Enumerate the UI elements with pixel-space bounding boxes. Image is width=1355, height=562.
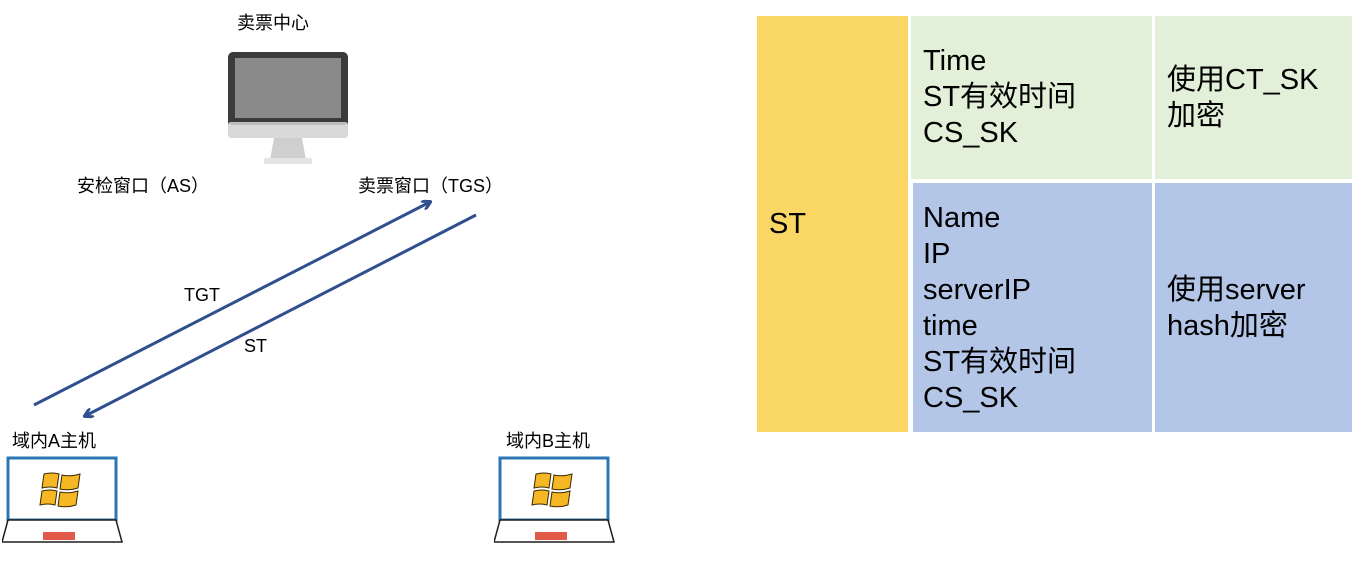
- windows-logo-icon: [531, 472, 573, 508]
- row2-fields-cell: Name IP serverIP time ST有效时间 CS_SK: [913, 183, 1152, 432]
- laptop-b-icon: [494, 456, 615, 543]
- tgs-window-label: 卖票窗口（TGS）: [358, 176, 504, 196]
- host-a-label: 域内A主机: [12, 431, 97, 451]
- field-item: CS_SK: [923, 382, 1019, 414]
- field-item: IP: [923, 238, 951, 270]
- field-item: serverIP: [923, 274, 1031, 306]
- tgt-arrow: [33, 202, 430, 407]
- monitor-icon: [228, 52, 348, 164]
- field-item: ST有效时间: [923, 81, 1077, 113]
- encryption-text: 使用server: [1167, 274, 1306, 306]
- encryption-text: 使用CT_SK: [1167, 64, 1319, 96]
- st-arrow: [85, 213, 477, 416]
- field-item: CS_SK: [923, 117, 1019, 149]
- host-b-label: 域内B主机: [506, 431, 591, 451]
- st-header-label: ST: [769, 208, 807, 240]
- st-header-cell: ST: [757, 16, 908, 432]
- field-item: Time: [923, 45, 987, 77]
- encryption-text: hash加密: [1167, 310, 1288, 342]
- field-item: Name: [923, 202, 1001, 234]
- ticket-center-label: 卖票中心: [237, 13, 309, 33]
- row1-encryption-cell: 使用CT_SK 加密: [1155, 16, 1352, 179]
- laptop-a-icon: [2, 456, 123, 543]
- field-item: ST有效时间: [923, 346, 1077, 378]
- row2-encryption-cell: 使用server hash加密: [1155, 183, 1352, 432]
- as-window-label: 安检窗口（AS）: [77, 176, 210, 196]
- arrows-layer: [33, 0, 477, 562]
- field-item: time: [923, 310, 978, 342]
- row1-fields-cell: Time ST有效时间 CS_SK: [911, 16, 1152, 179]
- windows-logo-icon: [39, 472, 81, 508]
- tgt-edge-label: TGT: [184, 285, 220, 305]
- encryption-text: 加密: [1167, 100, 1226, 132]
- st-edge-label: ST: [244, 336, 268, 356]
